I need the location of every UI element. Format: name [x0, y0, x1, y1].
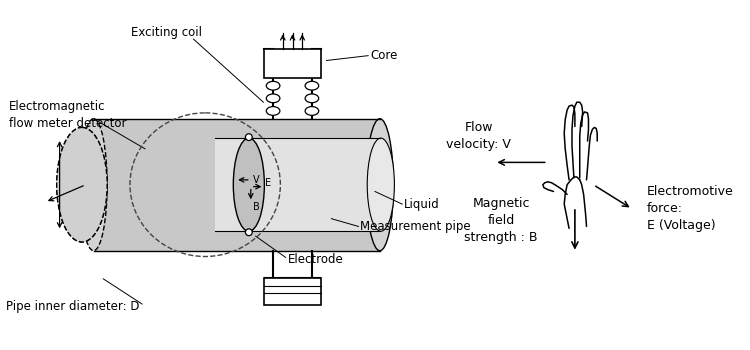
- Text: Core: Core: [370, 49, 398, 62]
- Ellipse shape: [266, 107, 280, 115]
- Ellipse shape: [266, 81, 280, 90]
- Ellipse shape: [366, 119, 394, 251]
- Ellipse shape: [245, 229, 252, 236]
- Text: Pipe inner diameter: D: Pipe inner diameter: D: [6, 300, 140, 313]
- Polygon shape: [94, 119, 380, 251]
- Text: Liquid: Liquid: [404, 198, 439, 211]
- Text: Electrode: Electrode: [288, 253, 344, 266]
- Ellipse shape: [233, 138, 264, 231]
- Ellipse shape: [266, 94, 280, 103]
- Text: B: B: [253, 202, 260, 212]
- Ellipse shape: [305, 81, 319, 90]
- Text: Measurement pipe: Measurement pipe: [361, 220, 471, 233]
- Bar: [264, 278, 321, 305]
- Text: E: E: [266, 178, 272, 188]
- Ellipse shape: [305, 94, 319, 103]
- Text: Magnetic
field
strength : B: Magnetic field strength : B: [464, 197, 538, 244]
- Text: Flow
velocity: V: Flow velocity: V: [446, 121, 512, 151]
- Ellipse shape: [245, 134, 252, 141]
- Text: Exciting coil: Exciting coil: [130, 26, 202, 39]
- Text: Electromotive
force:
E (Voltage): Electromotive force: E (Voltage): [646, 186, 734, 232]
- Bar: [264, 49, 321, 78]
- Ellipse shape: [80, 119, 107, 251]
- Ellipse shape: [305, 107, 319, 115]
- Ellipse shape: [57, 127, 107, 242]
- Polygon shape: [215, 138, 380, 231]
- Text: V: V: [253, 175, 260, 185]
- Ellipse shape: [57, 127, 107, 242]
- Text: Electromagnetic
flow meter detector: Electromagnetic flow meter detector: [9, 100, 127, 130]
- Ellipse shape: [368, 138, 394, 231]
